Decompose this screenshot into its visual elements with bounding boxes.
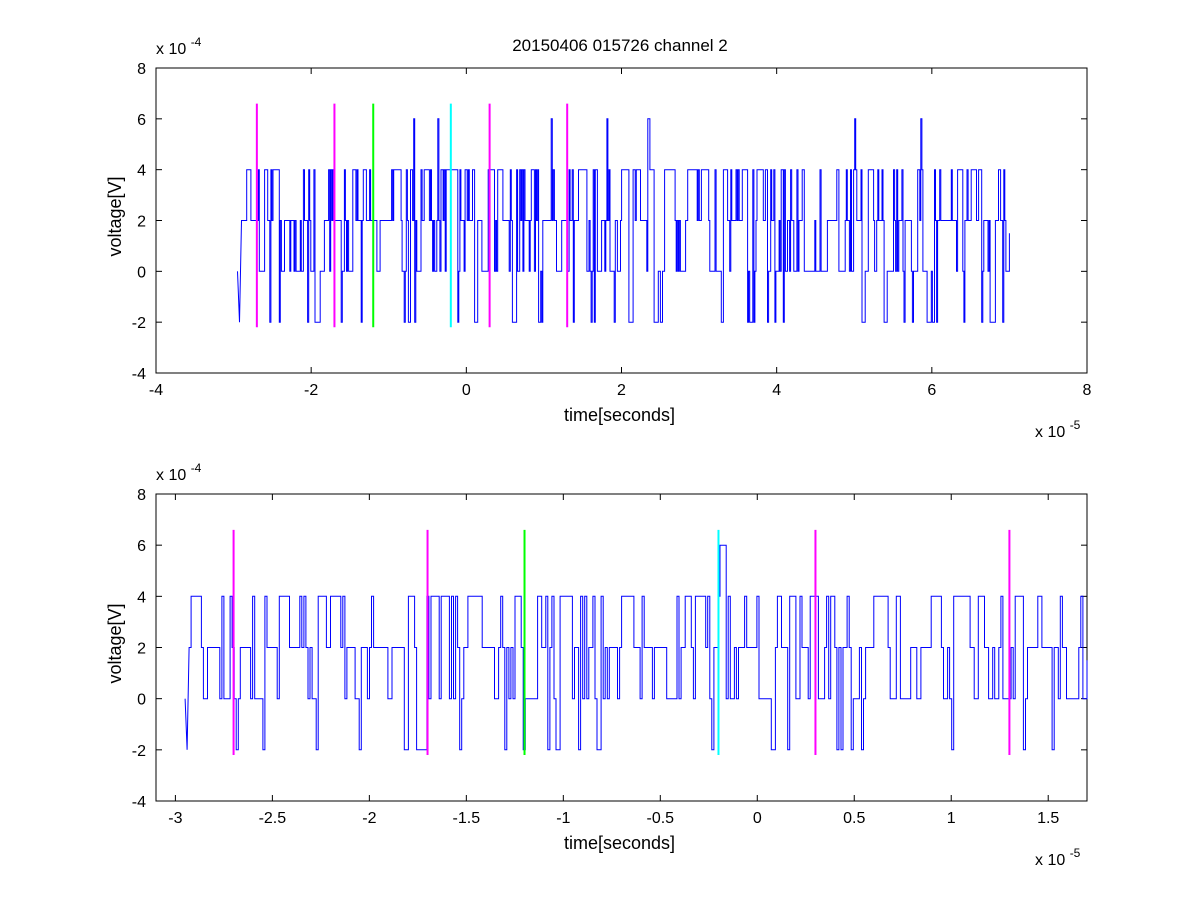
- y-tick-label: -4: [132, 366, 146, 383]
- top-plot: -4 -2 0 2 4 6 8 -4 -2 0 2 4 6 8 time[seconds] voltage[V…: [105, 35, 1092, 441]
- x-tick-label: 1: [947, 810, 956, 827]
- x-tick-label: -2: [362, 810, 376, 827]
- x-tick-label: -1: [556, 810, 570, 827]
- x-tick-label: 1.5: [1037, 810, 1059, 827]
- x-tick-label: -3: [168, 810, 182, 827]
- y-tick-label: -4: [132, 794, 146, 811]
- y-tick-label: 0: [137, 692, 146, 709]
- y-axis-label: voltage[V]: [105, 603, 125, 683]
- x-tick-label: -2: [304, 382, 318, 399]
- x-tick-label: 4: [772, 382, 781, 399]
- x-tick-label: 0.5: [843, 810, 865, 827]
- x-tick-label: -0.5: [647, 810, 675, 827]
- x-exponent-label: x 10 -5: [1035, 418, 1081, 441]
- y-tick-label: 8: [137, 61, 146, 78]
- y-tick-label: 2: [137, 641, 146, 658]
- y-tick-label: -2: [132, 743, 146, 760]
- y-tick-label: 6: [137, 538, 146, 555]
- x-tick-label: 2: [617, 382, 626, 399]
- y-tick-label: 2: [137, 214, 146, 231]
- y-axis-label: voltage[V]: [105, 176, 125, 256]
- x-tick-label: -4: [149, 382, 163, 399]
- y-tick-label: 4: [137, 163, 146, 180]
- x-axis-label: time[seconds]: [564, 405, 675, 425]
- figure-title: 20150406 015726 channel 2: [512, 36, 728, 55]
- y-exponent-label: x 10 -4: [156, 461, 202, 484]
- x-tick-label: -2.5: [259, 810, 287, 827]
- bottom-plot: -3 -2.5 -2 -1.5 -1 -0.5 0 0.5 1 1.5 -4 -2 0 2 4 6 8 time[…: [105, 461, 1088, 869]
- x-tick-label: 8: [1083, 382, 1092, 399]
- y-tick-label: -2: [132, 315, 146, 332]
- y-tick-label: 6: [137, 112, 146, 129]
- y-tick-label: 8: [137, 487, 146, 504]
- x-axis-label: time[seconds]: [564, 833, 675, 853]
- x-tick-label: -1.5: [453, 810, 481, 827]
- y-tick-label: 4: [137, 589, 146, 606]
- y-tick-label: 0: [137, 264, 146, 281]
- x-tick-label: 0: [462, 382, 471, 399]
- x-tick-label: 6: [927, 382, 936, 399]
- signal-trace: [184, 544, 1088, 751]
- x-tick-label: 0: [753, 810, 762, 827]
- y-exponent-label: x 10 -4: [156, 35, 202, 58]
- x-exponent-label: x 10 -5: [1035, 846, 1081, 869]
- signal-trace: [237, 118, 1010, 323]
